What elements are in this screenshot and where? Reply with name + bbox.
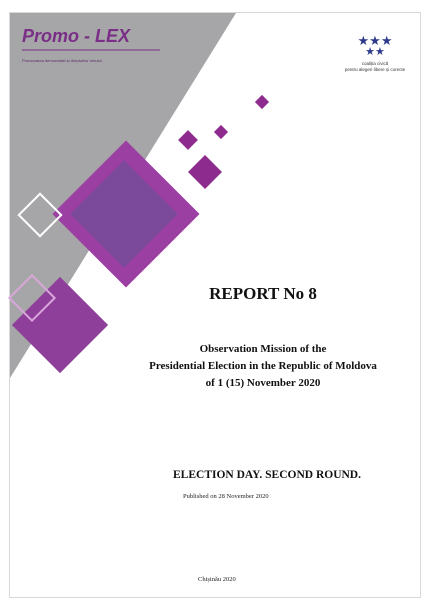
decoration xyxy=(7,75,270,374)
outline-diamond xyxy=(200,75,250,125)
logo-name: Promo - LEX xyxy=(22,26,131,46)
coalition-logo: ★★★ ★★ coaliția civică pentru alegeri li… xyxy=(345,33,406,72)
inner-diamond xyxy=(70,160,178,268)
logo-text: coaliția civică xyxy=(362,61,389,66)
outline-diamond xyxy=(7,273,57,323)
footer: Chișinău 2020 xyxy=(198,576,236,583)
logo-tagline: Promovarea democrației și drepturilor om… xyxy=(22,58,102,63)
subtitle-line: of 1 (15) November 2020 xyxy=(206,377,321,389)
title: REPORT No 8 xyxy=(209,284,317,303)
logo-text: pentru alegeri libere și corecte xyxy=(345,67,406,72)
subtitle-line: Presidential Election in the Republic of… xyxy=(149,360,377,372)
lower-diamond xyxy=(11,276,109,374)
small-diamond xyxy=(188,155,222,189)
logo-stars: ★★★ xyxy=(358,33,393,48)
outline-diamond xyxy=(17,192,63,238)
logo-stars: ★★ xyxy=(365,46,385,58)
subtitle-line: Observation Mission of the xyxy=(200,343,327,355)
section-heading: ELECTION DAY. SECOND ROUND. xyxy=(173,469,361,481)
published-date: Published on 28 November 2020 xyxy=(183,493,269,500)
small-diamond xyxy=(254,94,270,110)
